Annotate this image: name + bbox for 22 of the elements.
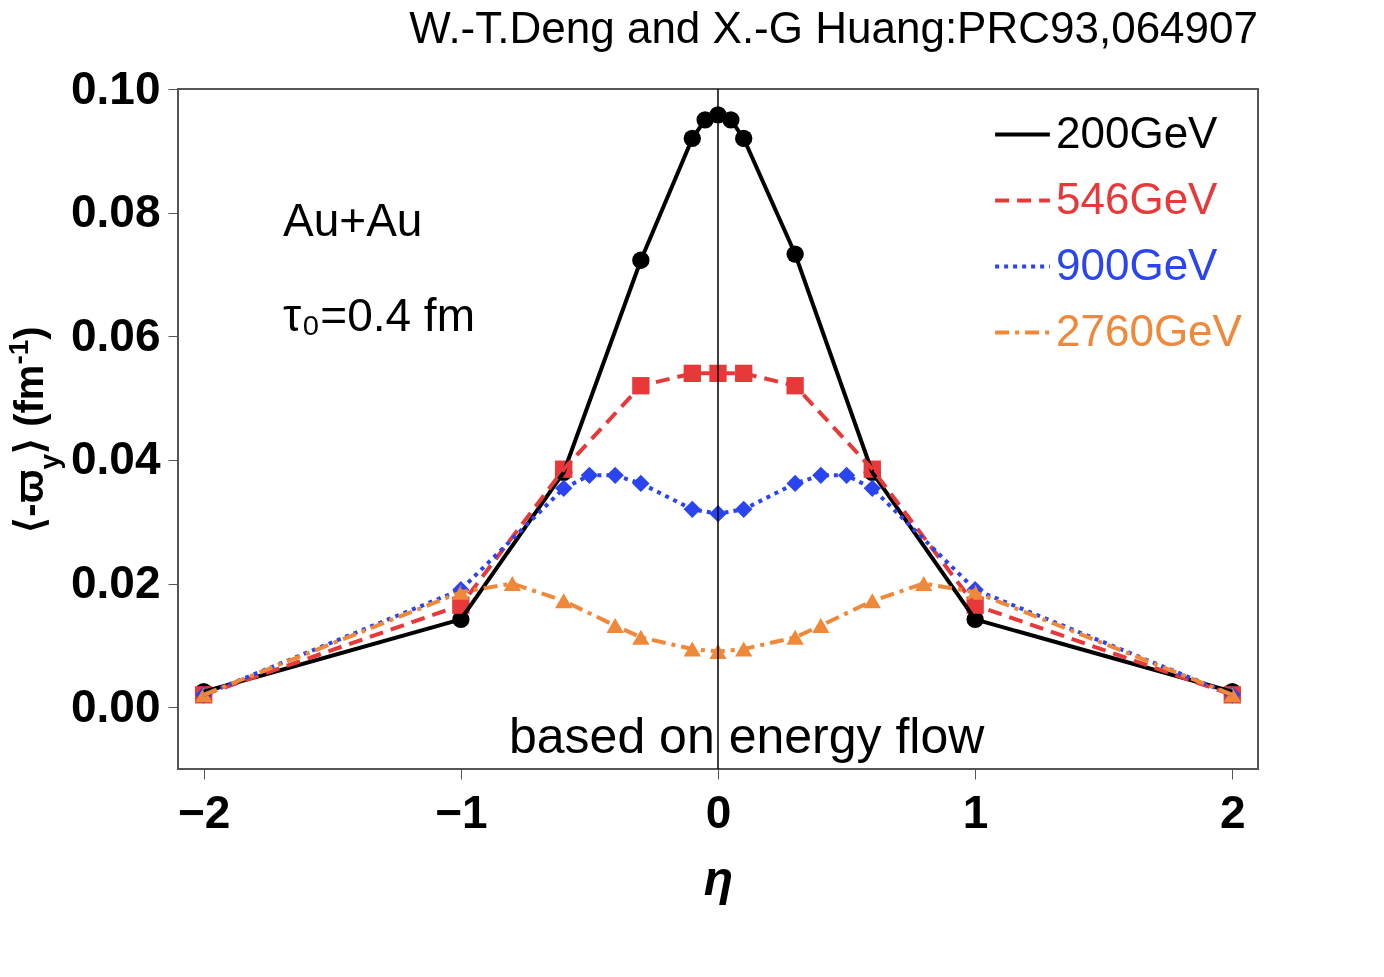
y-tick-label: 0.08: [70, 185, 161, 238]
y-tick-label: 0.10: [70, 61, 161, 114]
annotation: based on energy flow: [509, 708, 986, 764]
legend-label: 200GeV: [1056, 107, 1219, 157]
annotation: τ₀=0.4 fm: [283, 289, 475, 341]
x-tick-label: 1: [962, 785, 989, 838]
point: [786, 629, 804, 645]
legend-label: 546GeV: [1056, 173, 1219, 223]
y-tick-label: 0.04: [70, 432, 161, 485]
x-tick-label: −1: [435, 785, 488, 838]
y-tick-label: 0.00: [70, 679, 161, 732]
chart-title: W.-T.Deng and X.-G Huang:PRC93,064907: [409, 3, 1258, 52]
legend-label: 2760GeV: [1056, 305, 1243, 355]
x-tick-label: 0: [705, 785, 732, 838]
y-tick-label: 0.06: [70, 308, 161, 361]
legend-label: 900GeV: [1056, 239, 1219, 289]
x-axis-title: η: [703, 851, 734, 905]
annotation: Au+Au: [283, 194, 423, 246]
y-tick-label: 0.02: [70, 556, 161, 609]
x-tick-label: −2: [177, 785, 231, 838]
x-tick-label: 2: [1219, 785, 1246, 838]
point: [632, 629, 650, 645]
